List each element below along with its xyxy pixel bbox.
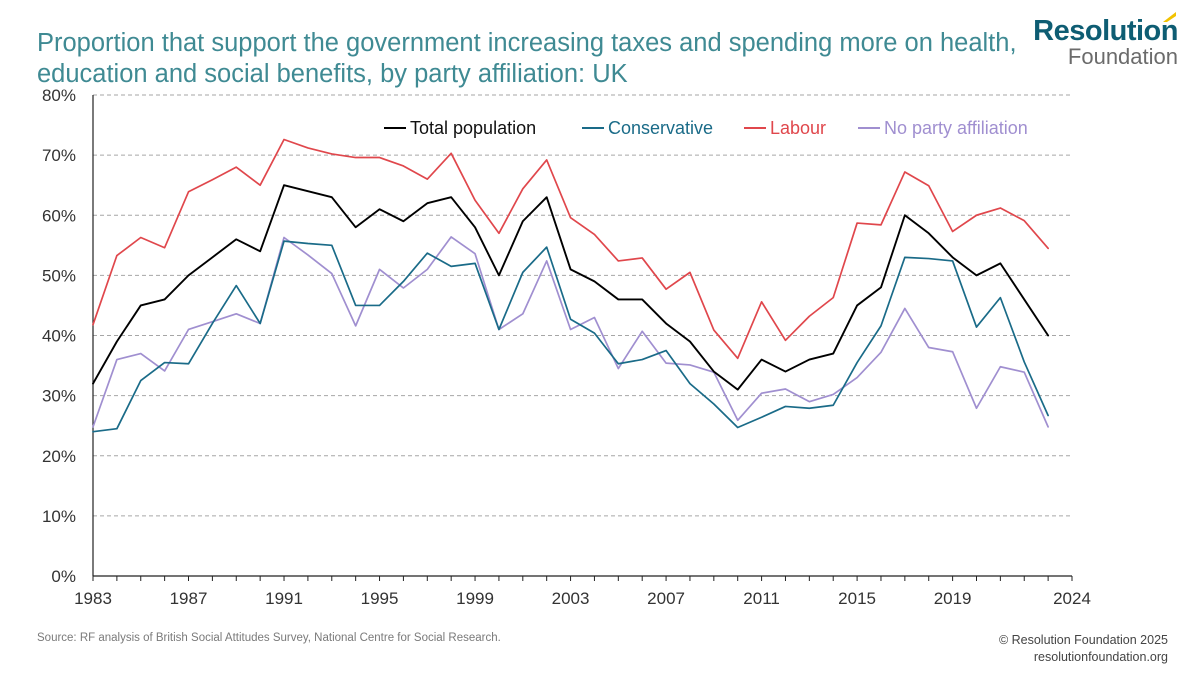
legend-label-conservative: Conservative bbox=[608, 118, 713, 138]
y-tick-label: 60% bbox=[42, 206, 76, 225]
y-tick-label: 30% bbox=[42, 387, 76, 406]
footer-credits: © Resolution Foundation 2025 resolutionf… bbox=[999, 632, 1168, 666]
series-line-total bbox=[92, 184, 1050, 391]
x-tick-label: 2003 bbox=[552, 589, 590, 608]
axes: 0% 10% 20% 30% 40% 50% 60% 70% 80% 1983 1987 1991 19… bbox=[42, 86, 1091, 608]
y-tick-label: 10% bbox=[42, 507, 76, 526]
x-tick-label: 1995 bbox=[361, 589, 399, 608]
logo-text-resolution: Resolution bbox=[1033, 15, 1178, 47]
series-line-conservative bbox=[92, 240, 1049, 433]
legend: Total population Conservative Labour No par… bbox=[384, 118, 1028, 138]
x-tick-label: 2007 bbox=[647, 589, 685, 608]
legend-label-labour: Labour bbox=[770, 118, 826, 138]
legend-label-total: Total population bbox=[410, 118, 536, 138]
x-tick-label: 1991 bbox=[265, 589, 303, 608]
x-tick-label: 2011 bbox=[743, 589, 780, 608]
series-lines bbox=[92, 138, 1050, 433]
y-tick-label: 80% bbox=[42, 86, 76, 105]
website-text: resolutionfoundation.org bbox=[1033, 650, 1168, 664]
grid-lines bbox=[93, 94, 1072, 517]
x-tick-label: 1983 bbox=[74, 589, 112, 608]
x-tick-label: 2019 bbox=[934, 589, 972, 608]
y-tick-label: 0% bbox=[51, 567, 76, 586]
x-tick-label: 1999 bbox=[456, 589, 494, 608]
logo-text-foundation: Foundation bbox=[1067, 44, 1178, 69]
source-note: Source: RF analysis of British Social At… bbox=[37, 632, 501, 644]
logo-accent-icon bbox=[1163, 12, 1176, 22]
x-tick-label: 2015 bbox=[838, 589, 876, 608]
y-tick-label: 20% bbox=[42, 447, 76, 466]
y-tick-label: 70% bbox=[42, 146, 76, 165]
chart-title: Proportion that support the government i… bbox=[37, 29, 1017, 88]
x-tick-label: 1987 bbox=[170, 589, 208, 608]
y-tick-label: 50% bbox=[42, 266, 76, 285]
series-line-labour bbox=[92, 138, 1049, 360]
legend-label-none: No party affiliation bbox=[884, 118, 1028, 138]
x-tick-label: 2024 bbox=[1053, 589, 1091, 608]
y-tick-label: 40% bbox=[42, 327, 76, 346]
series-line-none bbox=[92, 236, 1049, 428]
brand-logo: Resolution Foundation bbox=[1033, 12, 1178, 69]
copyright-text: © Resolution Foundation 2025 bbox=[998, 633, 1168, 647]
